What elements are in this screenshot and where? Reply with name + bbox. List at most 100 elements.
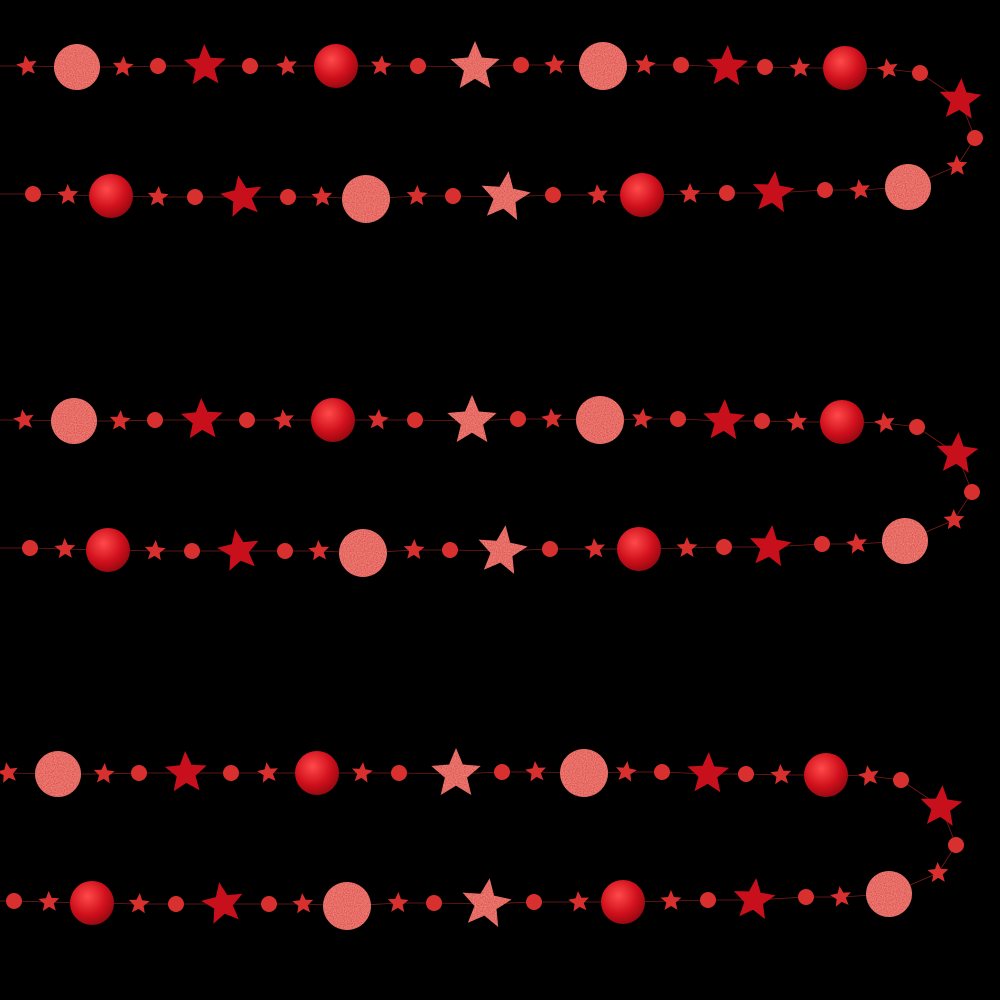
small-red-star xyxy=(786,411,808,432)
red-dot xyxy=(716,539,732,555)
shiny-red-circle xyxy=(823,46,867,90)
shiny-red-circle xyxy=(295,751,339,795)
glitter-red-star xyxy=(431,748,481,795)
red-dot xyxy=(131,765,147,781)
red-dot xyxy=(391,765,407,781)
small-red-star xyxy=(54,538,76,559)
red-star xyxy=(749,525,792,567)
small-red-star xyxy=(632,408,653,429)
red-circle xyxy=(35,751,81,797)
small-red-star xyxy=(387,892,409,913)
glitter-red-circle xyxy=(323,882,371,930)
small-red-star xyxy=(541,408,562,429)
small-red-star xyxy=(368,409,389,430)
red-dot xyxy=(513,57,529,73)
small-red-star xyxy=(858,765,879,786)
red-dot xyxy=(967,130,983,146)
small-red-star xyxy=(568,891,589,912)
red-star xyxy=(706,45,749,86)
small-red-star xyxy=(544,54,565,75)
red-star xyxy=(752,171,795,213)
small-red-star xyxy=(584,538,605,559)
small-red-star xyxy=(273,409,294,430)
glitter-red-circle xyxy=(576,396,624,444)
shiny-red-circle xyxy=(617,527,661,571)
red-dot xyxy=(545,187,561,203)
red-dot xyxy=(6,893,22,909)
red-star xyxy=(939,78,982,119)
red-circle xyxy=(882,518,928,564)
small-red-star xyxy=(946,155,968,176)
red-dot xyxy=(526,894,542,910)
red-dot xyxy=(223,765,239,781)
small-red-star xyxy=(770,764,792,785)
small-red-star xyxy=(112,56,134,77)
red-dot xyxy=(673,57,689,73)
red-dot xyxy=(426,895,442,911)
small-red-star xyxy=(877,58,898,79)
small-red-star xyxy=(943,509,965,530)
red-dot xyxy=(407,412,423,428)
red-dot xyxy=(22,540,38,556)
shiny-red-circle xyxy=(820,400,864,444)
red-dot xyxy=(410,58,426,74)
red-dot xyxy=(798,889,814,905)
small-red-star xyxy=(292,893,314,914)
small-red-star xyxy=(57,184,79,205)
garland-1 xyxy=(0,41,983,223)
small-red-star xyxy=(38,891,60,912)
small-red-star xyxy=(0,762,18,783)
small-red-star xyxy=(16,55,37,76)
glitter-red-circle xyxy=(579,42,627,90)
shiny-red-circle xyxy=(620,173,664,217)
shiny-red-circle xyxy=(70,881,114,925)
red-dot xyxy=(277,543,293,559)
glitter-red-star xyxy=(450,41,500,88)
small-red-star xyxy=(587,184,608,205)
small-red-star xyxy=(874,412,895,433)
shiny-red-circle xyxy=(311,398,355,442)
red-dot xyxy=(442,542,458,558)
glitter-red-circle xyxy=(342,175,390,223)
small-red-star xyxy=(927,862,949,883)
red-circle xyxy=(866,871,912,917)
glitter-red-circle xyxy=(560,749,608,797)
red-dot xyxy=(239,412,255,428)
red-star xyxy=(733,878,776,920)
garland-3 xyxy=(0,748,964,930)
red-dot xyxy=(964,484,980,500)
red-dot xyxy=(510,411,526,427)
red-star xyxy=(217,529,259,571)
red-dot xyxy=(445,188,461,204)
red-dot xyxy=(242,58,258,74)
red-star xyxy=(201,882,243,924)
red-dot xyxy=(814,536,830,552)
small-red-star xyxy=(849,179,870,200)
red-star xyxy=(687,752,730,793)
red-circle xyxy=(54,44,100,90)
small-red-star xyxy=(147,186,169,207)
red-dot xyxy=(654,764,670,780)
red-dot xyxy=(25,186,41,202)
red-dot xyxy=(168,896,184,912)
red-star xyxy=(936,432,979,473)
small-red-star xyxy=(93,763,115,784)
shiny-red-circle xyxy=(804,753,848,797)
small-red-star xyxy=(352,762,373,783)
shiny-red-circle xyxy=(89,174,133,218)
red-star xyxy=(183,44,226,85)
red-dot xyxy=(542,541,558,557)
garlands xyxy=(0,41,983,930)
small-red-star xyxy=(109,410,131,431)
red-dot xyxy=(280,189,296,205)
glitter-red-star xyxy=(447,395,497,442)
red-dot xyxy=(757,59,773,75)
red-dot xyxy=(948,837,964,853)
red-dot xyxy=(700,892,716,908)
glitter-red-star xyxy=(481,171,531,220)
glitter-red-star xyxy=(462,878,512,927)
red-star xyxy=(220,175,262,217)
small-red-star xyxy=(371,55,392,76)
red-dot xyxy=(754,413,770,429)
